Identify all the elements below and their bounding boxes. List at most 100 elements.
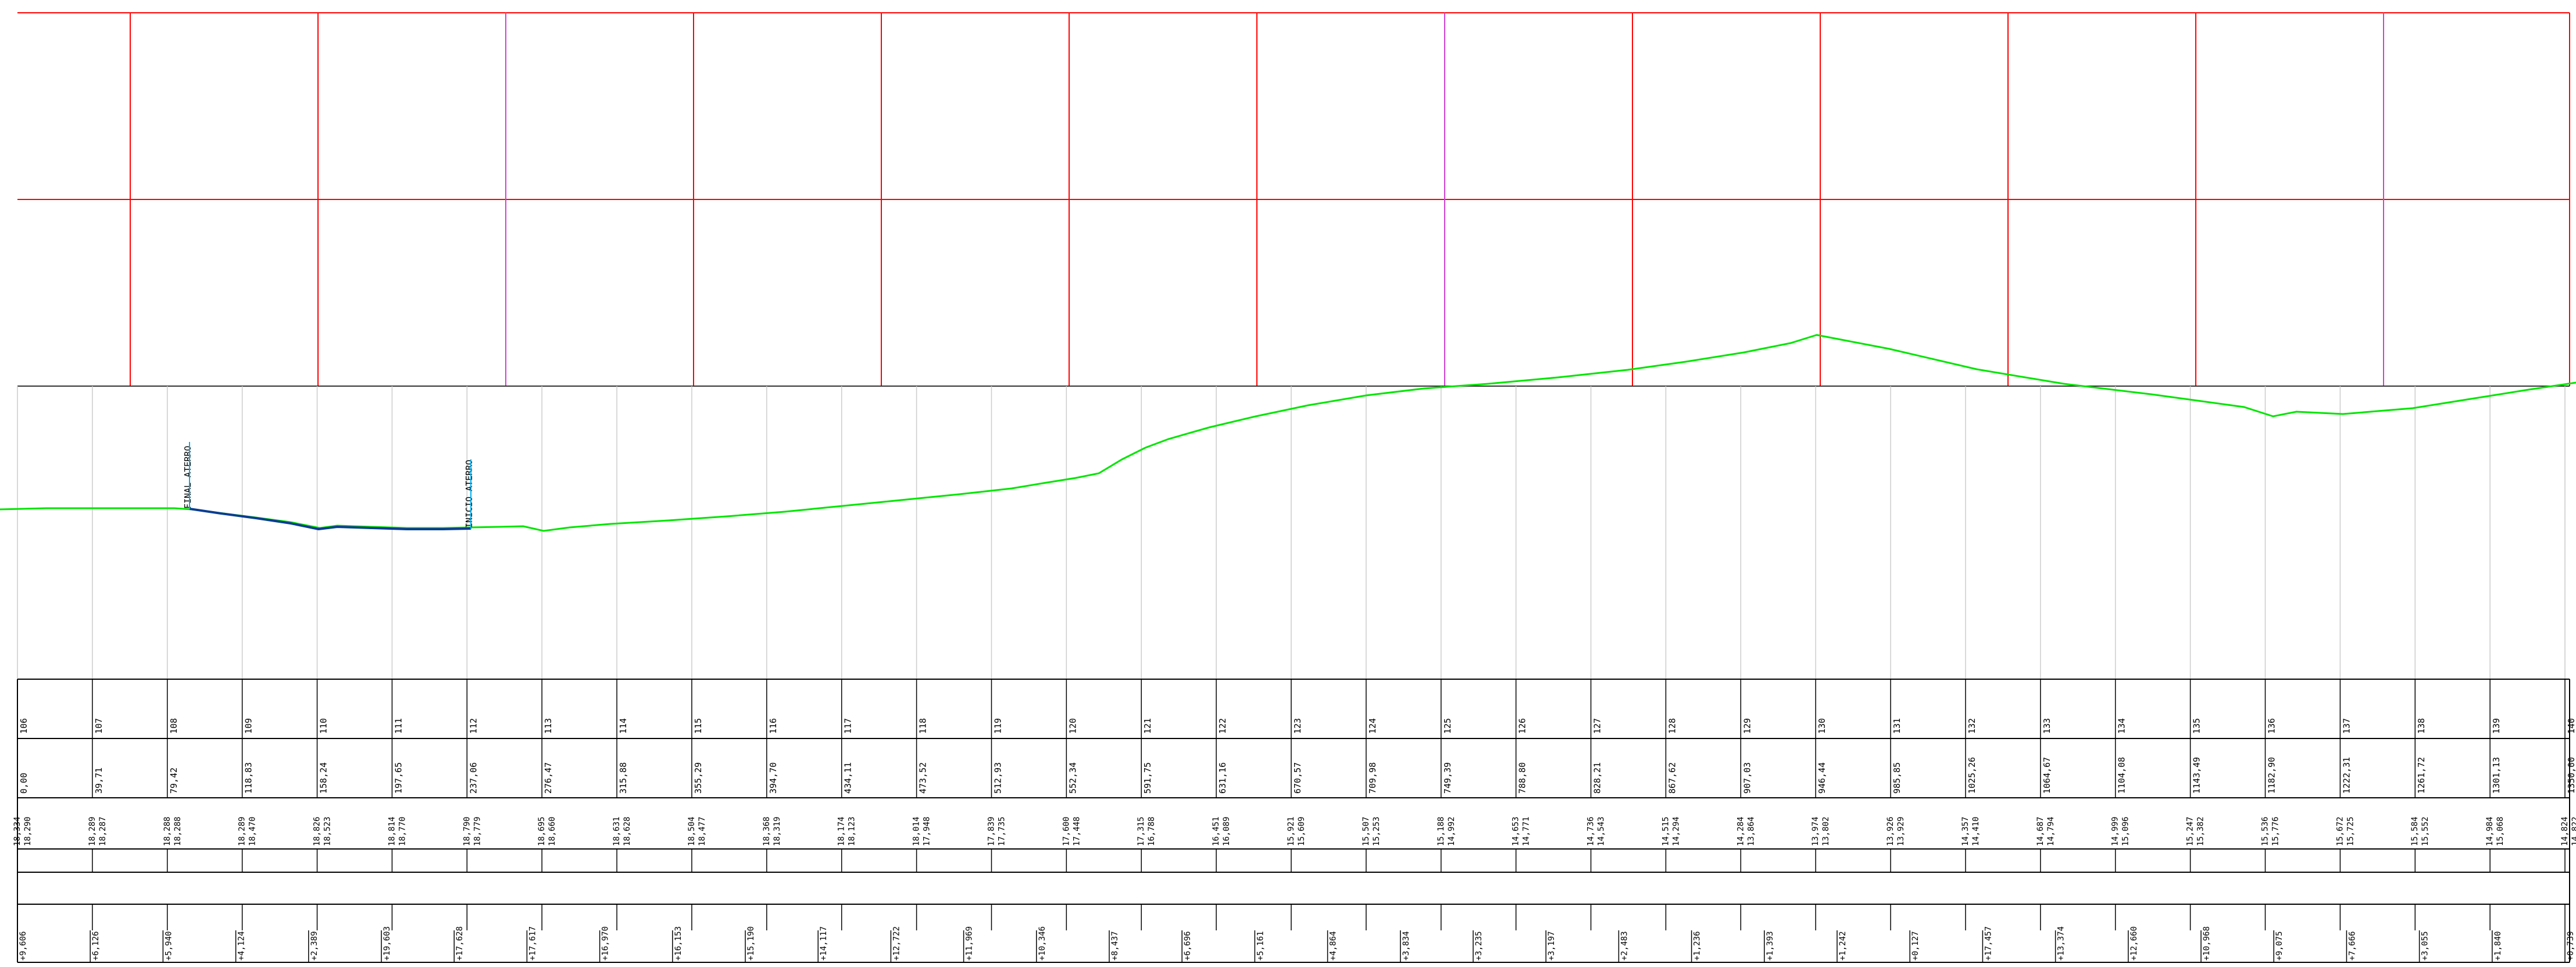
elevation-value-a: 18,504	[687, 816, 696, 846]
elevation-value-b: 17,735	[997, 816, 1006, 846]
distance-label: +4,124	[237, 931, 246, 961]
fill-line	[189, 508, 471, 531]
chainage-label: 1222,31	[2341, 757, 2352, 794]
chainage-label: 1104,08	[2117, 757, 2127, 794]
distance-label: +13,374	[2057, 926, 2066, 961]
chainage-label: 473,52	[918, 762, 928, 794]
chainage-label: 1025,26	[1967, 757, 1977, 794]
distance-label: +5,940	[164, 931, 173, 961]
elevation-value-b: 18,290	[23, 816, 33, 846]
station-label: 118	[918, 718, 928, 734]
elevation-value-b: 17,948	[923, 816, 932, 846]
elevation-value-a: 18,790	[462, 816, 471, 846]
station-label: 125	[1442, 718, 1453, 734]
station-label: 106	[19, 718, 29, 734]
distance-label: +19,603	[383, 926, 392, 961]
chainage-label: 867,62	[1667, 762, 1677, 794]
elevation-value-a: 18,334	[13, 816, 22, 846]
chainage-label: 788,80	[1517, 762, 1528, 794]
elevation-value-a: 15,584	[2410, 816, 2420, 846]
distance-label: +1,242	[1838, 931, 1848, 961]
elevation-value-b: 15,725	[2346, 816, 2355, 846]
station-ticks	[17, 386, 2566, 679]
distance-label: +11,969	[965, 926, 974, 961]
chainage-label: 709,98	[1367, 762, 1378, 794]
station-label: 136	[2266, 718, 2277, 734]
distance-label: +1,393	[1766, 931, 1775, 961]
station-label: 128	[1667, 718, 1677, 734]
distance-label: +9,606	[19, 931, 28, 961]
chainage-label: 158,24	[319, 762, 329, 794]
elevation-value-b: 18,287	[98, 816, 108, 846]
elevation-value-a: 14,736	[1587, 816, 1596, 846]
elevation-value-a: 14,284	[1736, 816, 1745, 846]
chainage-label: 670,57	[1292, 762, 1303, 794]
elevation-value-b: 18,288	[173, 816, 183, 846]
distance-label: +9,075	[2275, 931, 2284, 961]
distance-label: +5,161	[1256, 931, 1265, 961]
distance-label: +3,235	[1474, 931, 1484, 961]
distance-label: +0,739	[2566, 931, 2575, 961]
distance-label: +14,117	[819, 926, 828, 961]
chainage-label: 355,29	[693, 762, 703, 794]
station-label: 126	[1517, 718, 1528, 734]
station-label: 116	[768, 718, 778, 734]
distance-label: +2,389	[310, 931, 319, 961]
elevation-value-a: 18,814	[387, 816, 396, 846]
chainage-label: 828,21	[1592, 762, 1603, 794]
elevation-value-a: 13,974	[1811, 816, 1820, 846]
distance-label: +10,346	[1038, 926, 1047, 961]
elevation-value-b: 16,788	[1147, 816, 1156, 846]
chainage-label: 512,93	[992, 762, 1003, 794]
elevation-value-b: 18,470	[248, 816, 258, 846]
elevation-value-b: 14,822	[2571, 816, 2576, 846]
elevation-value-a: 15,507	[1362, 816, 1371, 846]
distance-label: +7,666	[2348, 931, 2357, 961]
distance-label: +1,840	[2493, 931, 2503, 961]
chainage-label: 1261,72	[2416, 757, 2427, 794]
chainage-label: 1301,13	[2491, 757, 2502, 794]
station-label: 112	[468, 718, 478, 734]
chainage-label: 946,44	[1817, 762, 1827, 794]
chainage-label: 591,75	[1142, 762, 1153, 794]
elevation-value-b: 18,660	[548, 816, 557, 846]
chainage-label: 749,39	[1442, 762, 1453, 794]
elevation-value-a: 15,672	[2335, 816, 2345, 846]
station-label: 123	[1292, 718, 1303, 734]
distance-label: +16,970	[601, 926, 610, 961]
distance-label: +15,190	[746, 926, 756, 961]
distance-label: +0,127	[1911, 931, 1920, 961]
station-label: 115	[693, 718, 703, 734]
station-label: 114	[618, 718, 628, 734]
elevation-value-a: 17,600	[1062, 816, 1071, 846]
elevation-value-a: 18,014	[912, 816, 921, 846]
distance-label: +12,722	[892, 926, 901, 961]
distance-label: +12,660	[2130, 926, 2139, 961]
elevation-value-b: 15,776	[2271, 816, 2280, 846]
elevation-value-b: 14,543	[1597, 816, 1606, 846]
station-label: 138	[2416, 718, 2427, 734]
distance-label: +2,483	[1620, 931, 1629, 961]
station-label: 120	[1067, 718, 1078, 734]
elevation-value-b: 18,628	[623, 816, 632, 846]
elevation-value-a: 14,687	[2036, 816, 2045, 846]
station-label: 107	[94, 718, 104, 734]
elevation-value-a: 15,536	[2260, 816, 2270, 846]
elevation-value-b: 18,123	[848, 816, 857, 846]
elevation-value-b: 18,523	[323, 816, 333, 846]
distance-label: +6,696	[1183, 931, 1192, 961]
station-label: 135	[2192, 718, 2202, 734]
elevation-value-a: 15,188	[1437, 816, 1446, 846]
station-label: 132	[1967, 718, 1977, 734]
elevation-value-a: 14,999	[2111, 816, 2120, 846]
distance-label: +16,153	[674, 926, 683, 961]
chainage-label: 631,16	[1217, 762, 1228, 794]
elevation-value-b: 15,552	[2421, 816, 2430, 846]
terrain-line	[0, 334, 2576, 532]
chainage-label: 39,71	[94, 768, 104, 794]
elevation-value-b: 15,253	[1372, 816, 1381, 846]
elevation-value-b: 15,382	[2196, 816, 2206, 846]
distance-label: +17,628	[455, 926, 465, 961]
distance-label: +4,864	[1329, 931, 1338, 961]
